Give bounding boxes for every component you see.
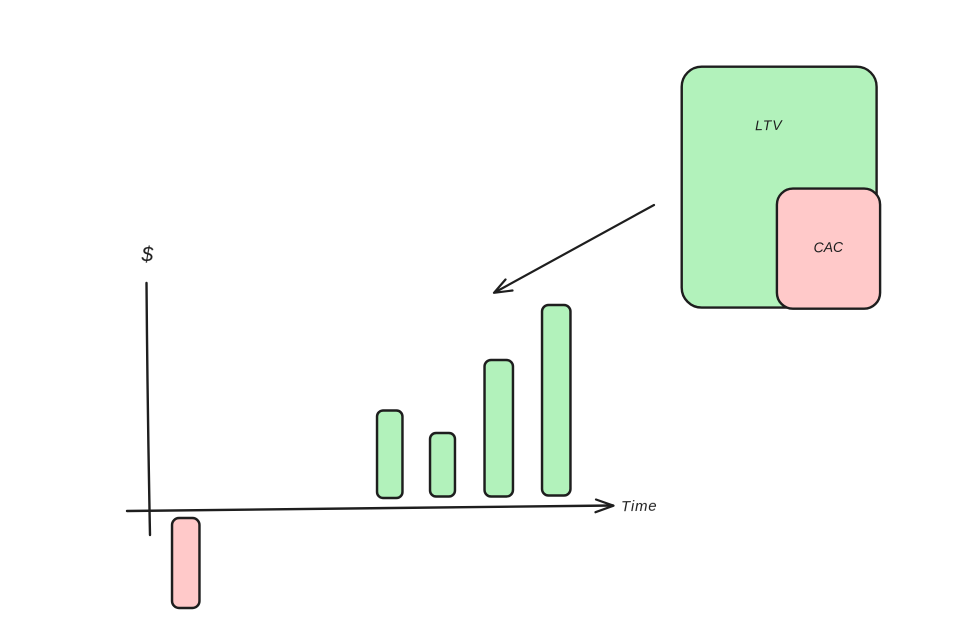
svg-text:LTV: LTV <box>755 117 784 133</box>
svg-text:CAC: CAC <box>813 239 844 255</box>
svg-text:Time: Time <box>621 498 658 516</box>
svg-text:$: $ <box>140 243 153 266</box>
